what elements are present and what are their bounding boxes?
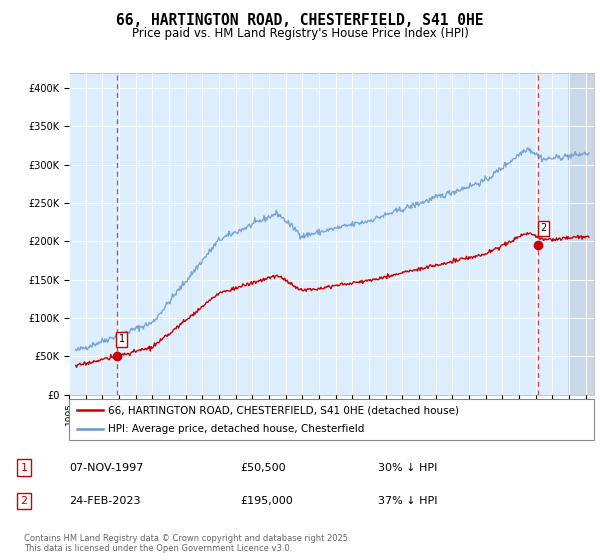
Text: 1: 1 bbox=[119, 334, 125, 344]
FancyBboxPatch shape bbox=[69, 399, 594, 440]
Text: 07-NOV-1997: 07-NOV-1997 bbox=[69, 463, 143, 473]
Bar bbox=[568, 73, 600, 395]
Text: HPI: Average price, detached house, Chesterfield: HPI: Average price, detached house, Ches… bbox=[109, 424, 365, 433]
Text: 66, HARTINGTON ROAD, CHESTERFIELD, S41 0HE (detached house): 66, HARTINGTON ROAD, CHESTERFIELD, S41 0… bbox=[109, 405, 460, 415]
Text: 2: 2 bbox=[20, 496, 28, 506]
Text: Contains HM Land Registry data © Crown copyright and database right 2025.
This d: Contains HM Land Registry data © Crown c… bbox=[24, 534, 350, 553]
Text: 37% ↓ HPI: 37% ↓ HPI bbox=[378, 496, 437, 506]
Text: Price paid vs. HM Land Registry's House Price Index (HPI): Price paid vs. HM Land Registry's House … bbox=[131, 27, 469, 40]
Text: 2: 2 bbox=[540, 223, 546, 234]
Text: £195,000: £195,000 bbox=[240, 496, 293, 506]
Text: 1: 1 bbox=[20, 463, 28, 473]
Text: 30% ↓ HPI: 30% ↓ HPI bbox=[378, 463, 437, 473]
Text: 66, HARTINGTON ROAD, CHESTERFIELD, S41 0HE: 66, HARTINGTON ROAD, CHESTERFIELD, S41 0… bbox=[116, 13, 484, 29]
Text: £50,500: £50,500 bbox=[240, 463, 286, 473]
Text: 24-FEB-2023: 24-FEB-2023 bbox=[69, 496, 140, 506]
